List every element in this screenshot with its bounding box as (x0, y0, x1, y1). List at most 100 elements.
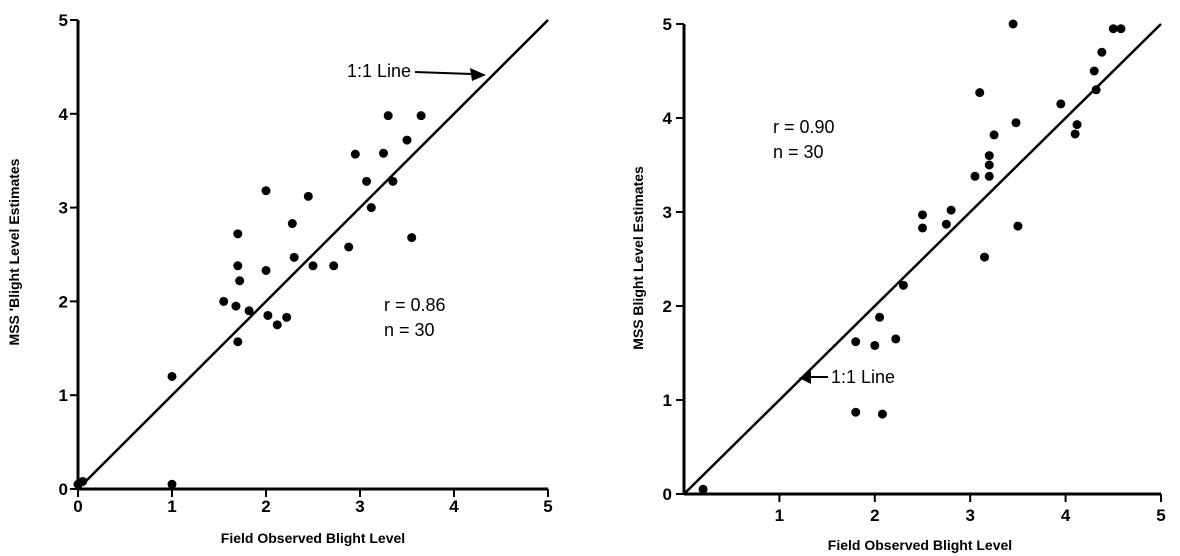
right-y-tick-label: 5 (663, 15, 672, 34)
right-data-point (1116, 24, 1126, 34)
right-data-point (1091, 85, 1101, 95)
left-data-point (379, 148, 388, 158)
right-n-label: n = 30 (773, 142, 824, 162)
left-data-point (78, 476, 88, 486)
left-data-point (231, 301, 241, 311)
left-data-point (233, 337, 243, 347)
right-data-point (989, 130, 999, 140)
right-data-point (941, 219, 951, 229)
right-data-point (1011, 118, 1021, 128)
right-data-point (980, 252, 990, 262)
right-data-point (1108, 24, 1118, 34)
right-data-point (918, 223, 927, 233)
right-data-point (1072, 120, 1082, 130)
left-data-point (344, 242, 354, 252)
right-data-point (877, 409, 887, 419)
left-x-tick-label: 3 (355, 497, 364, 516)
right-x-tick-label: 3 (965, 506, 974, 525)
right-one-to-one-line (683, 23, 1162, 495)
right-data-point (984, 171, 994, 181)
right-chart: 1 2 3 4 5 0 1 2 3 4 5 1:1 Line r = 0.90 n = 30 Fie… (630, 15, 1166, 553)
left-data-point (308, 261, 318, 271)
left-ticks (70, 19, 549, 497)
right-data-point (970, 171, 980, 181)
left-one-to-one-line (77, 19, 549, 490)
left-n-label: n = 30 (384, 320, 435, 340)
right-data-point (870, 340, 880, 350)
right-x-tick-label: 1 (775, 506, 784, 525)
left-data-point (235, 276, 245, 286)
left-data-point (272, 320, 282, 330)
left-y-tick-label: 2 (59, 292, 68, 311)
left-data-point (167, 371, 177, 381)
left-data-point (362, 176, 372, 186)
right-y-tick-label: 0 (663, 485, 672, 504)
left-data-point (287, 219, 297, 229)
right-data-point (1056, 99, 1066, 109)
left-line-label: 1:1 Line (347, 61, 411, 81)
right-data-point (1097, 47, 1107, 57)
left-chart: 0 1 2 3 4 5 0 1 2 3 4 5 1:1 Line r = 0.86 n = 30 Fi… (6, 11, 553, 546)
right-data-point (851, 407, 861, 417)
left-data-point (402, 135, 412, 145)
left-data-point (263, 310, 273, 320)
left-x-tick-label: 2 (261, 497, 270, 516)
left-data-point (219, 296, 229, 306)
right-line-label: 1:1 Line (831, 367, 895, 387)
right-tick-labels: 1 2 3 4 5 0 1 2 3 4 5 (663, 15, 1166, 525)
left-data-point (350, 149, 360, 159)
right-data-point (898, 280, 908, 290)
right-y-tick-label: 2 (663, 297, 672, 316)
right-data-point (975, 88, 985, 98)
right-x-axis-title: Field Observed Blight Level (828, 537, 1012, 553)
right-data-point (851, 337, 861, 347)
left-data-point (261, 186, 271, 196)
left-y-tick-label: 0 (59, 480, 68, 499)
right-data-point (984, 160, 994, 170)
right-data-point (984, 151, 994, 161)
left-line-arrowhead (470, 68, 486, 81)
left-data-point (282, 312, 292, 322)
left-y-axis-title: MSS 'Blight Level Estimates (6, 158, 22, 345)
right-x-tick-label: 4 (1061, 506, 1071, 525)
left-x-tick-label: 4 (449, 497, 459, 516)
left-x-tick-label: 0 (73, 497, 82, 516)
right-r-label: r = 0.90 (773, 117, 835, 137)
right-x-tick-label: 5 (1156, 506, 1165, 525)
left-data-point (329, 261, 339, 271)
right-data-point (1089, 66, 1099, 76)
left-data-point (289, 252, 299, 262)
right-y-tick-label: 4 (663, 109, 673, 128)
left-data-point (383, 111, 393, 121)
right-data-point (891, 334, 901, 344)
right-data-point (946, 205, 956, 215)
left-data-point (388, 176, 398, 186)
left-x-axis-title: Field Observed Blight Level (221, 530, 405, 546)
right-y-tick-label: 3 (663, 203, 672, 222)
right-data-points (698, 19, 1126, 494)
right-y-tick-label: 1 (663, 391, 672, 410)
right-data-point (1013, 221, 1023, 231)
left-data-point (244, 306, 254, 316)
right-data-point (1008, 19, 1018, 29)
left-data-points (73, 111, 426, 489)
left-data-point (233, 229, 243, 239)
left-data-point (407, 233, 417, 243)
left-line-arrow (414, 71, 473, 75)
left-data-point (303, 191, 313, 201)
right-data-point (1070, 129, 1080, 139)
right-line-arrowhead (799, 371, 811, 384)
left-r-label: r = 0.86 (384, 295, 446, 315)
right-y-axis-title: MSS Blight Level Estimates (630, 166, 646, 350)
left-y-tick-label: 5 (59, 11, 68, 30)
left-data-point (233, 261, 243, 271)
left-data-point (416, 111, 426, 121)
right-x-tick-label: 2 (870, 506, 879, 525)
left-x-tick-label: 1 (167, 497, 176, 516)
right-data-point (698, 484, 708, 494)
left-data-point (167, 479, 177, 489)
right-data-point (918, 210, 927, 220)
left-y-tick-label: 1 (59, 386, 68, 405)
left-x-tick-label: 5 (543, 497, 552, 516)
